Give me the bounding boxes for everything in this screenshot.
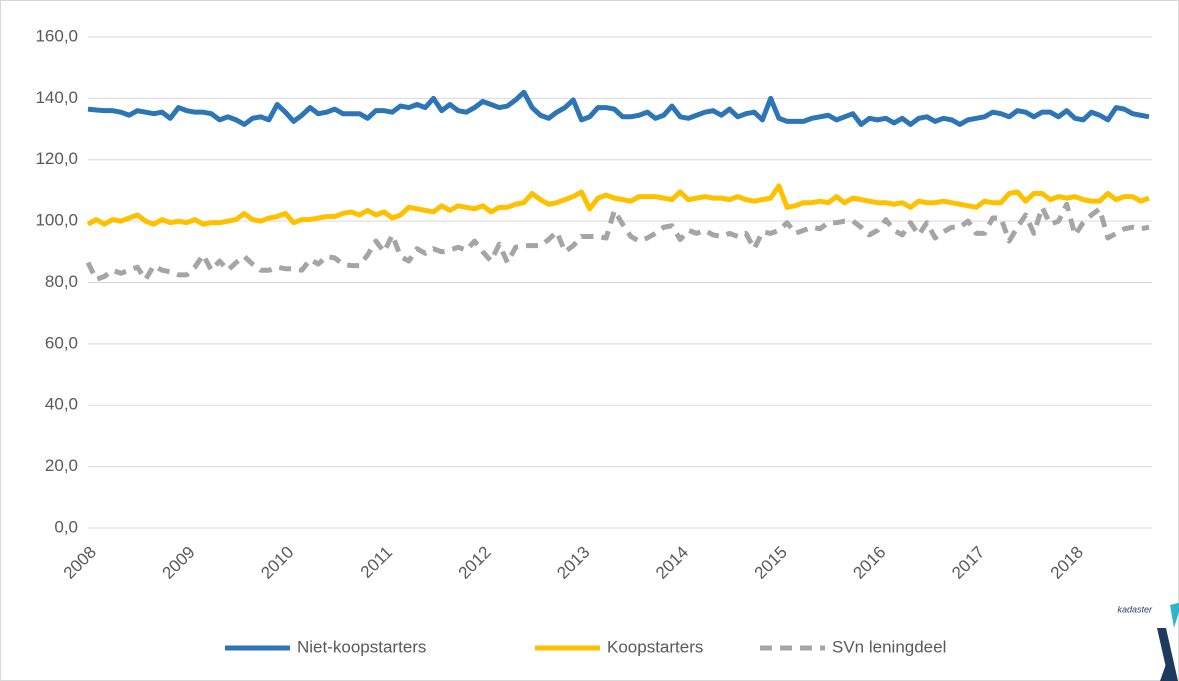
- series-line: [85, 201, 1150, 282]
- y-tick-label: 100,0: [35, 211, 78, 230]
- y-tick-label: 160,0: [35, 26, 78, 45]
- legend-label: Koopstarters: [607, 637, 703, 656]
- y-tick-label: 40,0: [45, 395, 78, 414]
- legend-label: SVn leningdeel: [832, 637, 946, 656]
- legend-label: Niet-koopstarters: [297, 637, 426, 656]
- series-line: [87, 89, 1150, 127]
- logo-text: kadaster: [1117, 604, 1153, 614]
- y-tick-label: 140,0: [35, 88, 78, 107]
- y-tick-label: 60,0: [45, 333, 78, 352]
- y-tick-label: 120,0: [35, 149, 78, 168]
- series-line: [86, 183, 1150, 227]
- logo-mark: [1157, 628, 1178, 681]
- logo-accent: [1170, 602, 1179, 628]
- y-tick-label: 0,0: [54, 517, 78, 536]
- y-tick-label: 20,0: [45, 456, 78, 475]
- y-tick-label: 80,0: [45, 272, 78, 291]
